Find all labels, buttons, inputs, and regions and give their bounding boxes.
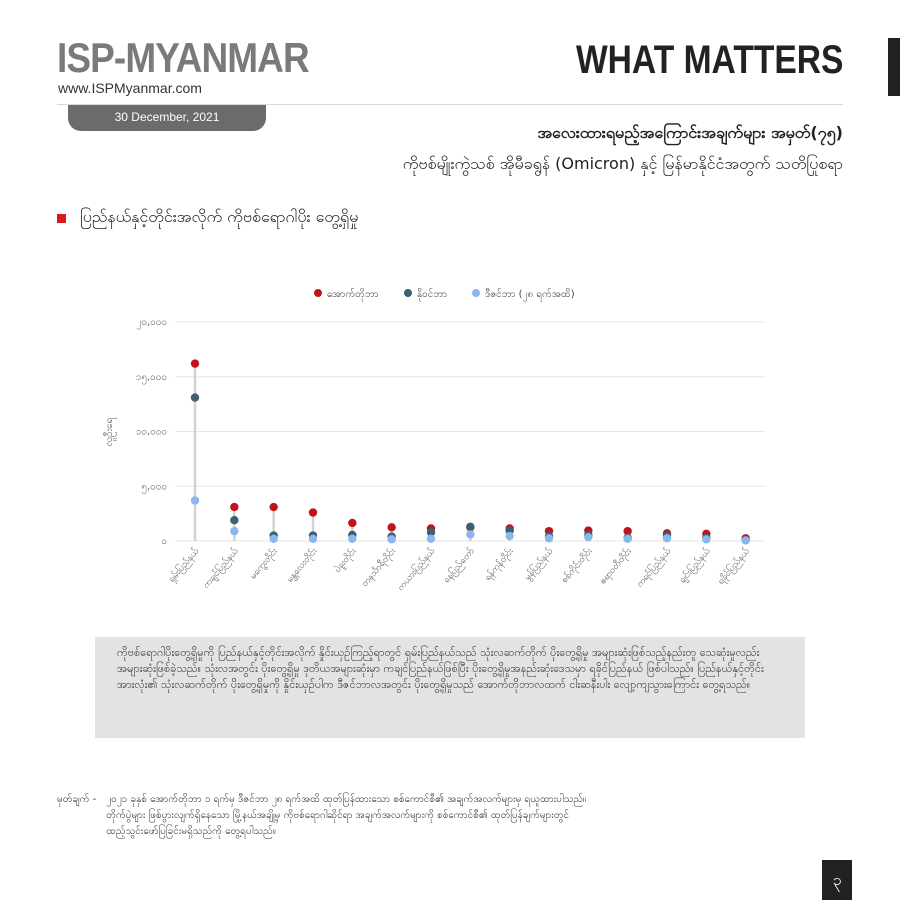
data-point — [544, 534, 554, 543]
brand-logo: ISP-MYANMAR — [57, 34, 310, 81]
page-title: အလေးထားရမည့်အကြောင်းအချက်များ အမှတ်(၇၅) — [537, 123, 843, 142]
x-tick-label: စစ်ကိုင်းတိုင်း — [559, 545, 596, 586]
page-number: ၃ — [822, 860, 852, 900]
data-point — [190, 496, 200, 505]
data-point — [230, 526, 239, 536]
x-tick-label: ချင်းပြည်နယ် — [676, 545, 714, 586]
data-point — [308, 508, 318, 517]
data-point — [426, 528, 436, 537]
y-tick-label: ၁၅,၀၀၀ — [136, 372, 167, 385]
footnote-text: ၂၀၂၁ ခုနှစ် အောက်တိုဘာ ၁ ရက်မှ ဒီဇင်ဘာ ၂… — [106, 792, 586, 840]
data-point — [662, 534, 672, 543]
data-point — [190, 393, 200, 402]
x-tick-label: ဧရာဝတီတိုင်း — [597, 545, 635, 587]
footnote-label: မှတ်ချက် - — [57, 794, 97, 805]
data-point — [623, 534, 632, 544]
scatter-chart: ၀ ၅,၀၀၀ ၁၀,၀၀၀ ၁၅,၀၀၀ ၂၀,၀၀၀လူဦးရေရှမ်းပြည်န… — [102, 287, 765, 594]
footnote-line: ၂၀၂၁ ခုနှစ် အောက်တိုဘာ ၁ ရက်မှ ဒီဇင်ဘာ ၂… — [106, 794, 587, 805]
y-tick-label: ၂၀,၀၀၀ — [136, 317, 167, 330]
data-point — [466, 522, 475, 531]
legend-swatch — [472, 289, 480, 297]
x-tick-label: မန္တလေးတိုင်း — [284, 545, 320, 585]
data-point — [387, 535, 396, 544]
x-tick-label: ကရင်ပြည်နယ် — [633, 545, 674, 590]
x-tick-label: မကွေးတိုင်း — [248, 545, 282, 582]
x-tick-label: ရှမ်းပြည်နယ် — [166, 545, 203, 585]
data-point — [584, 532, 593, 542]
data-point — [190, 359, 200, 368]
data-point — [269, 502, 278, 512]
data-point — [466, 530, 475, 539]
x-tick-label: ရန်ကုန်တိုင်း — [482, 545, 517, 583]
data-point — [348, 518, 357, 528]
x-tick-label: တနင်္သာရီတိုင်း — [359, 545, 399, 589]
data-point — [702, 535, 711, 544]
summary-box: ကိုဗစ်ရောဂါပိုးတွေ့ရှိမှုကို ပြည်နယ်နှင့… — [95, 637, 805, 738]
header-divider — [57, 104, 843, 105]
data-point — [426, 534, 436, 544]
data-point — [623, 526, 632, 536]
page-subtitle: ကိုဗစ်မျိုးကွဲသစ် အိုမီခရွန် (Omicron) န… — [402, 154, 843, 173]
footnote: မှတ်ချက် - ၂၀၂၁ ခုနှစ် အောက်တိုဘာ ၁ ရက်မ… — [57, 792, 737, 840]
x-tick-label: နေပြည်တော် — [440, 545, 477, 586]
y-axis-label: လူဦးရေ — [102, 417, 117, 446]
x-tick-label: မွန်ပြည်နယ် — [521, 545, 556, 583]
data-point — [387, 523, 396, 532]
y-tick-label: ၁၀,၀၀၀ — [136, 427, 167, 438]
section-bullet-icon — [57, 213, 66, 223]
legend-label: ဒီဇင်ဘာ (၂၈ ရက်အထိ) — [485, 287, 575, 302]
legend-label: နိုဝင်ဘာ — [417, 287, 447, 302]
legend-swatch — [404, 289, 412, 297]
y-tick-label: ၅,၀၀၀ — [141, 481, 167, 494]
x-tick-label: ပဲခူးတိုင်း — [332, 545, 360, 575]
series-title: WHAT MATTERS — [575, 38, 843, 82]
data-point — [741, 536, 750, 545]
edge-tab-marker — [888, 38, 900, 96]
section-heading: ပြည်နယ်နှင့်တိုင်းအလိုက် ကိုဗစ်ရောဂါပိုး… — [57, 206, 358, 230]
data-point — [230, 515, 239, 525]
data-point — [348, 534, 357, 544]
legend-swatch — [314, 289, 322, 297]
footnote-line: ထည့်သွင်းဖော်ပြခြင်းမရှိသည်ကို တွေ့ရပါသည… — [106, 826, 276, 837]
x-tick-label: ရခိုင်ပြည်နယ် — [715, 545, 754, 587]
x-tick-label: ကယားပြည်နယ် — [394, 545, 438, 594]
section-title: ပြည်နယ်နှင့်တိုင်းအလိုက် ကိုဗစ်ရောဂါပိုး… — [80, 207, 359, 226]
data-point — [308, 534, 318, 544]
website-link[interactable]: www.ISPMyanmar.com — [58, 80, 202, 96]
footnote-line: တိုက်ပွဲများ ဖြစ်ပွားလျက်ရှိနေသော မြို့န… — [106, 810, 570, 821]
y-tick-label: ၀ — [161, 536, 167, 547]
x-tick-label: ကချင်ပြည်နယ် — [200, 545, 242, 591]
data-point — [230, 502, 239, 512]
data-point — [505, 531, 514, 541]
date-badge: 30 December, 2021 — [68, 105, 266, 131]
data-point — [269, 534, 278, 544]
legend-label: အောက်တိုဘာ — [327, 287, 379, 302]
